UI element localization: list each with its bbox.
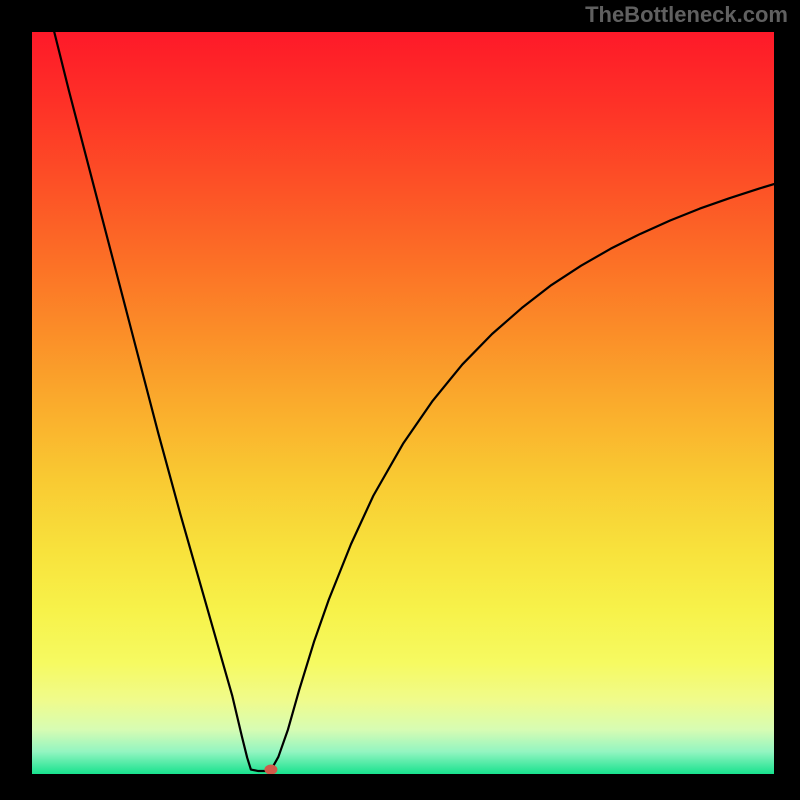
bottleneck-chart-svg	[32, 32, 774, 774]
chart-container: TheBottleneck.com	[0, 0, 800, 800]
plot-area	[32, 32, 774, 774]
gradient-background	[32, 32, 774, 774]
watermark-label: TheBottleneck.com	[585, 2, 788, 28]
